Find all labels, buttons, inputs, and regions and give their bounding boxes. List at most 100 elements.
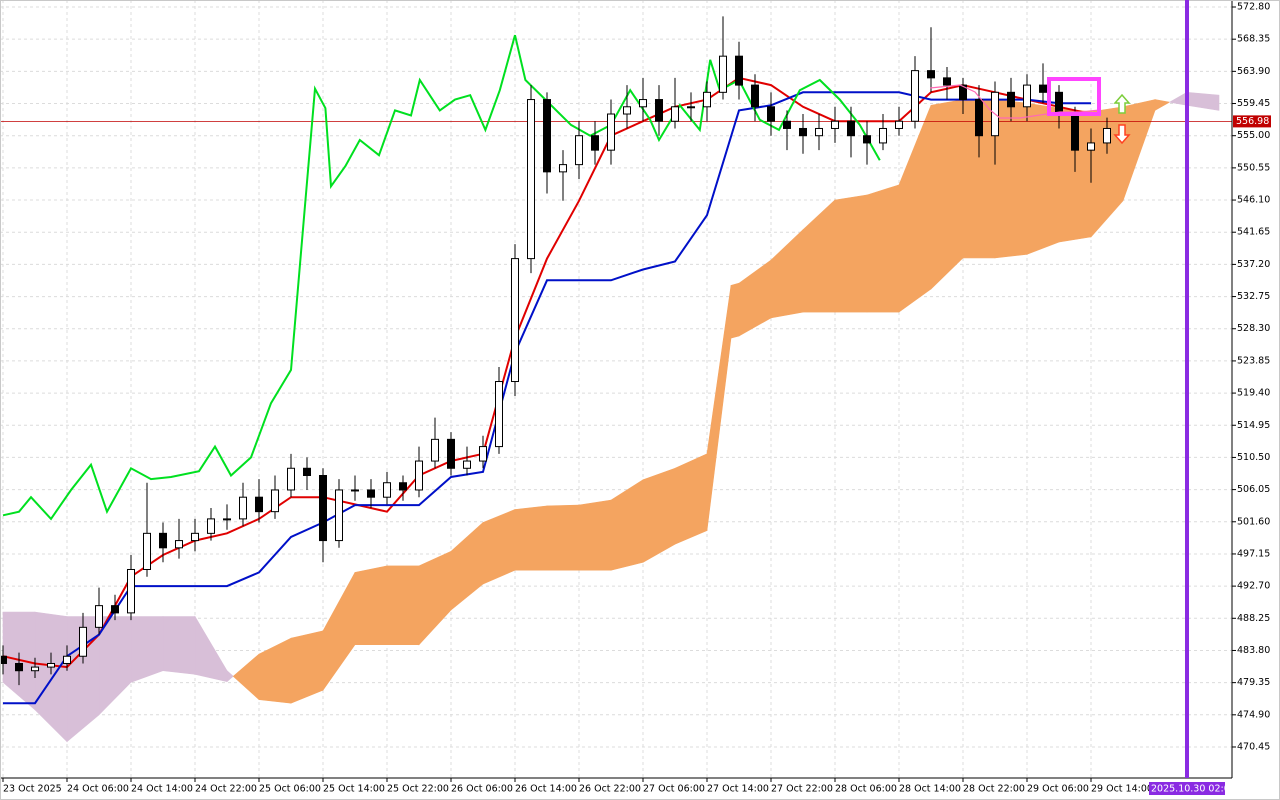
candle-body [95, 605, 103, 628]
candle-body [639, 99, 647, 108]
candle-body [879, 127, 887, 144]
candle-body [479, 446, 487, 462]
x-tick-label: 25 Oct 22:00 [387, 784, 449, 795]
cloud-segment [1026, 102, 1060, 255]
cloud-segment [354, 565, 388, 646]
y-tick-label: 501.60 [1237, 516, 1270, 527]
grid [0, 0, 1232, 778]
cloud-segment [578, 499, 612, 571]
y-tick-label: 555.00 [1237, 130, 1270, 141]
cloud-segment [994, 99, 1028, 259]
candle-body [287, 467, 295, 491]
candle-body [143, 532, 151, 570]
candle-body [383, 482, 391, 498]
candle-body [703, 91, 711, 108]
time-marker-label: 2025.10.30 02:00 [1151, 784, 1236, 795]
candle-body [271, 489, 279, 513]
y-tick-label: 479.35 [1237, 677, 1270, 688]
x-tick-label: 24 Oct 14:00 [131, 784, 193, 795]
x-tick-label: 28 Oct 14:00 [899, 784, 961, 795]
candle-body [927, 70, 935, 79]
candle-body [959, 84, 967, 101]
candle-body [511, 258, 519, 383]
cloud-segment [162, 616, 196, 675]
candle-body [351, 489, 359, 492]
y-tick-label: 572.80 [1237, 2, 1270, 13]
candle-body [127, 568, 135, 614]
x-tick-label: 23 Oct 2025 [3, 784, 62, 795]
candle-body [719, 55, 727, 93]
candle-body [687, 106, 695, 109]
down-arrow [1113, 124, 1131, 145]
candle-body [751, 84, 759, 108]
annotations [929, 77, 1131, 145]
candle-body [447, 438, 455, 469]
cloud-segment [130, 616, 164, 683]
candle-body [911, 70, 919, 122]
candle-body [31, 666, 39, 672]
x-tick-label: 28 Oct 22:00 [963, 784, 1025, 795]
candle-body [239, 496, 247, 520]
x-tick-label: 27 Oct 22:00 [771, 784, 833, 795]
y-tick-label: 537.20 [1237, 259, 1270, 270]
candle-body [1055, 91, 1063, 115]
candle-body [863, 135, 871, 144]
y-tick-label: 506.05 [1237, 484, 1270, 495]
y-tick-label: 483.80 [1237, 645, 1270, 656]
y-tick-label: 523.85 [1237, 355, 1270, 366]
y-tick-label: 528.30 [1237, 323, 1270, 334]
candle-body [1103, 127, 1111, 144]
cloud-segment [930, 99, 964, 290]
candle-body [527, 99, 535, 260]
candle-body [415, 460, 423, 491]
candle-body [175, 540, 183, 549]
candle-body [159, 532, 167, 549]
x-tick-label: 29 Oct 06:00 [1027, 784, 1089, 795]
candle-body [815, 127, 823, 137]
x-tick-label: 24 Oct 06:00 [67, 784, 129, 795]
y-tick-label: 546.10 [1237, 195, 1270, 206]
indicator-line [2, 76, 1092, 669]
candle-body [223, 518, 231, 521]
cloud-segment [514, 505, 548, 571]
cloud-segment [834, 194, 868, 313]
price-label: 556.98 [1236, 116, 1269, 127]
candle-body [0, 655, 7, 664]
x-tick-label: 24 Oct 22:00 [195, 784, 257, 795]
candle-body [335, 489, 343, 542]
y-tick-label: 568.35 [1237, 34, 1270, 45]
candle-body [975, 99, 983, 137]
candle-body [319, 475, 327, 542]
cloud-segment [290, 630, 324, 704]
indicator-line [2, 34, 881, 521]
candle-body [15, 662, 23, 672]
cloud [0, 91, 1232, 743]
candle-body [111, 605, 119, 614]
candle-body [79, 626, 87, 657]
candle-body [303, 467, 311, 477]
candle-body [735, 55, 743, 86]
y-tick-label: 510.50 [1237, 452, 1270, 463]
candle-body [431, 438, 439, 462]
x-tick-label: 25 Oct 14:00 [323, 784, 385, 795]
time-marker-box [1149, 782, 1225, 795]
x-tick-label: 26 Oct 14:00 [515, 784, 577, 795]
x-tick-label: 27 Oct 06:00 [643, 784, 705, 795]
candle-body [895, 120, 903, 129]
candle-body [63, 655, 71, 664]
candle-body [559, 164, 567, 173]
cloud-segment [386, 565, 420, 646]
indicator-line [3, 91, 1091, 705]
x-tick-label: 26 Oct 22:00 [579, 784, 641, 795]
candle-body [655, 99, 663, 122]
y-tick-label: 497.15 [1237, 548, 1270, 559]
y-tick-label: 470.45 [1237, 741, 1270, 752]
y-tick-label: 532.75 [1237, 291, 1270, 302]
y-tick-label: 541.65 [1237, 227, 1270, 238]
candle-body [623, 106, 631, 115]
y-tick-label: 488.25 [1237, 613, 1270, 624]
up-arrow [1113, 93, 1131, 114]
candle-body [607, 113, 615, 151]
candle-body [543, 99, 551, 173]
